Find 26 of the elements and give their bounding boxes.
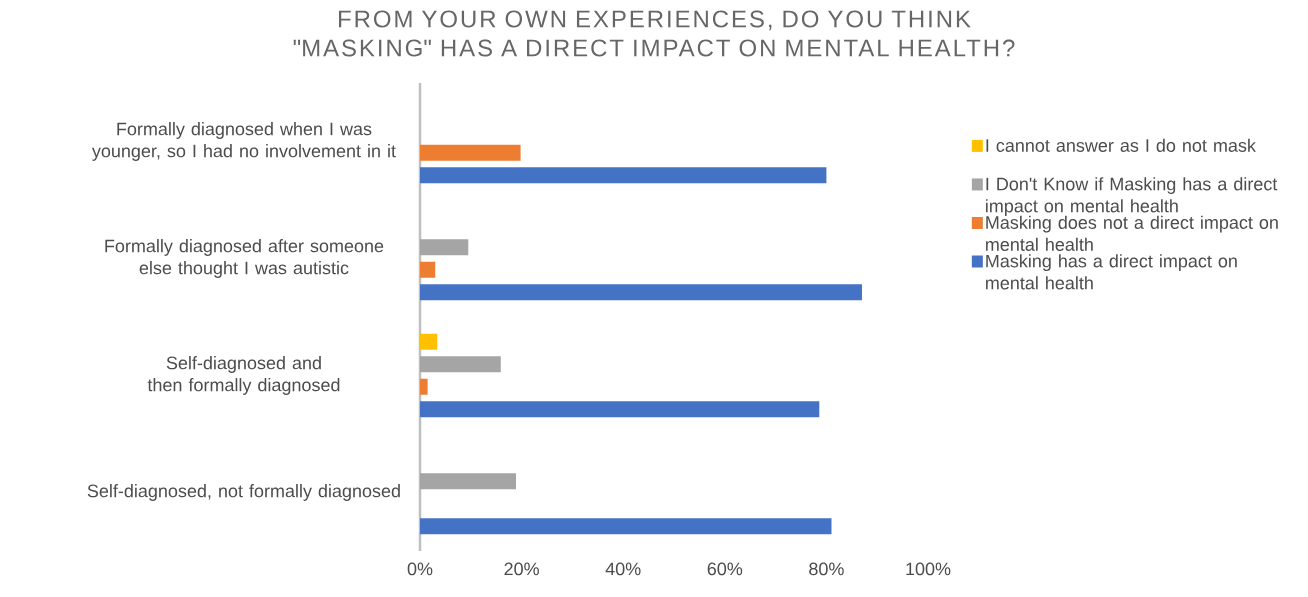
y-tick-label: Formally diagnosed after someone else thought I was autistic [105, 239, 384, 278]
bar [420, 401, 820, 418]
x-tick-label: 0% [407, 562, 433, 576]
bar [420, 167, 827, 184]
chart-title: FROM YOUR OWN EXPERIENCES, DO YOU THINK "MASKING" HAS A DIRECT IMPACT ON MENTAL HEALTH? [293, 10, 1015, 57]
bar [420, 378, 428, 395]
bar [420, 261, 436, 278]
bar [420, 356, 501, 373]
y-tick-label: Self-diagnosed and then formally diagnosed [147, 356, 340, 395]
bar [420, 284, 862, 301]
y-tick-label: Self-diagnosed, not formally diagnosed [87, 484, 400, 501]
bar [420, 518, 832, 535]
x-tick-label: 80% [809, 562, 844, 576]
legend-label: Masking does not a direct impact on mental health [986, 215, 1278, 251]
y-tick-label: Formally diagnosed when I was younger, so I had no involvement in it [91, 122, 396, 161]
x-tick-label: 100% [906, 562, 951, 576]
bar [420, 239, 469, 256]
legend-label: I cannot answer as I do not mask [986, 138, 1256, 152]
bar [420, 473, 517, 490]
legend-label: Masking has a direct impact on mental health [986, 254, 1237, 290]
legend-label: I Don't Know if Masking has a direct impact on mental health [986, 177, 1278, 216]
x-tick-label: 40% [605, 562, 641, 576]
bar [420, 144, 521, 161]
x-tick-label: 20% [504, 562, 539, 576]
bar [420, 333, 438, 350]
x-tick-label: 60% [707, 562, 743, 576]
